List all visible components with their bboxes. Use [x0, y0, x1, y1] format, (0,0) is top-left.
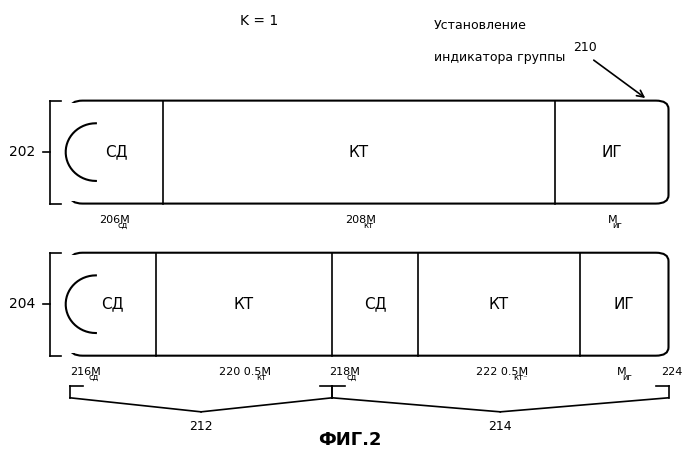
- Text: иг: иг: [622, 373, 631, 382]
- Text: индикатора группы: индикатора группы: [434, 51, 566, 65]
- Text: 222 0.5M: 222 0.5M: [477, 367, 528, 377]
- Text: 214: 214: [489, 420, 512, 433]
- Text: K = 1: K = 1: [240, 14, 278, 28]
- Text: Установление: Установление: [434, 19, 527, 32]
- Text: ФИГ.2: ФИГ.2: [318, 431, 382, 449]
- Text: 208M: 208M: [345, 215, 376, 225]
- Bar: [580, 253, 668, 356]
- Bar: [155, 253, 332, 356]
- Text: СД: СД: [102, 297, 124, 312]
- Text: 212: 212: [189, 420, 213, 433]
- Text: СД: СД: [364, 297, 386, 312]
- Text: ИГ: ИГ: [614, 297, 634, 312]
- Text: иг: иг: [612, 221, 622, 230]
- Text: КТ: КТ: [234, 297, 254, 312]
- Text: 204: 204: [8, 297, 35, 311]
- Text: M: M: [617, 367, 626, 377]
- Bar: [163, 101, 555, 204]
- Text: КТ: КТ: [349, 145, 369, 160]
- Bar: [555, 101, 668, 204]
- Text: сд: сд: [88, 373, 99, 382]
- Bar: [332, 253, 418, 356]
- Bar: [70, 253, 155, 356]
- Text: 210: 210: [573, 41, 596, 54]
- Text: 206M: 206M: [99, 215, 130, 225]
- Text: 220 0.5M: 220 0.5M: [219, 367, 272, 377]
- Text: 218M: 218M: [328, 367, 360, 377]
- Text: кт: кт: [363, 221, 373, 230]
- Text: кт: кт: [256, 373, 266, 382]
- Bar: [418, 253, 580, 356]
- Bar: [66, 255, 100, 353]
- Text: сд: сд: [346, 373, 357, 382]
- Text: СД: СД: [105, 145, 127, 160]
- Text: кт⁻: кт⁻: [513, 373, 527, 382]
- Text: 202: 202: [8, 145, 35, 159]
- Text: КТ: КТ: [489, 297, 509, 312]
- Bar: [66, 103, 100, 201]
- Bar: [70, 101, 163, 204]
- Text: ИГ: ИГ: [601, 145, 622, 160]
- Text: 216M: 216M: [70, 367, 101, 377]
- Text: 224: 224: [662, 367, 683, 377]
- Text: M: M: [608, 215, 618, 225]
- Text: сд: сд: [117, 221, 127, 230]
